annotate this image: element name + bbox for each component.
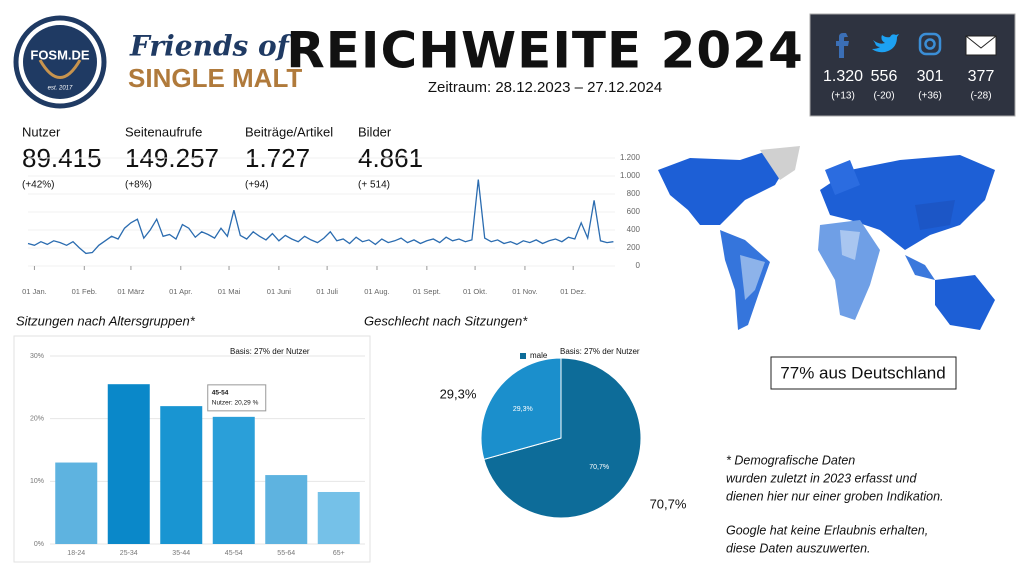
x-tick-label: 65+ — [333, 550, 345, 557]
legend-label: male — [530, 351, 548, 360]
social-change: (+36) — [918, 91, 942, 102]
map-label-box — [770, 356, 957, 390]
logo-badge: FOSM.DE — [30, 47, 90, 62]
x-tick-label: 01 Nov. — [512, 287, 537, 296]
social-change: (+13) — [831, 91, 855, 102]
instagram-icon — [918, 32, 942, 56]
pie-subtitle: Basis: 27% der Nutzer — [560, 347, 640, 356]
kpi-change: (+ 514) — [358, 180, 390, 191]
note-line: diese Daten auszuwerten. — [726, 541, 871, 555]
twitter-icon — [872, 34, 899, 53]
slice-label: 29,3% — [440, 386, 477, 401]
pie-title: Geschlecht nach Sitzungen* — [364, 313, 528, 328]
note-line: dienen hier nur einer groben Indikation. — [726, 489, 944, 503]
y-tick-label: 30% — [30, 353, 44, 360]
kpi-label: Seitenaufrufe — [125, 124, 202, 139]
x-tick-label: 01 Feb. — [72, 287, 97, 296]
note-line: wurden zuletzt in 2023 erfasst und — [726, 471, 917, 485]
x-tick-label: 01 Juli — [316, 287, 338, 296]
tooltip-title: 45-54 — [212, 390, 229, 397]
x-tick-label: 45-54 — [225, 550, 243, 557]
facebook-icon — [836, 33, 849, 58]
slice-label: 70,7% — [650, 496, 687, 511]
kpi-change: (+8%) — [125, 180, 152, 191]
instagram-lens — [924, 38, 936, 50]
tooltip-text: Nutzer: 20,29 % — [212, 400, 259, 407]
social-change: (-20) — [873, 91, 894, 102]
x-tick-label: 01 Aug. — [364, 287, 389, 296]
social-value: 556 — [871, 68, 898, 85]
pie-slice — [483, 357, 642, 519]
y-tick-label: 1.000 — [620, 171, 641, 180]
map-label: 77% aus Deutschland — [780, 363, 945, 382]
social-box — [809, 13, 1016, 117]
tooltip — [207, 384, 267, 412]
note-line: Google hat keine Erlaubnis erhalten, — [726, 523, 928, 537]
social-value: 377 — [968, 68, 995, 85]
kpi-label: Beiträge/Artikel — [245, 124, 333, 139]
y-tick-label: 0% — [34, 541, 44, 548]
x-tick-label: 35-44 — [172, 550, 190, 557]
social-value: 1.320 — [823, 68, 863, 85]
social-change: (-28) — [970, 91, 991, 102]
note-line: * Demografische Daten — [726, 453, 855, 467]
logo-disc — [23, 25, 97, 99]
kpi-change: (+42%) — [22, 180, 55, 191]
x-tick-label: 01 Okt. — [463, 287, 487, 296]
y-tick-label: 600 — [627, 207, 641, 216]
line-series — [27, 179, 614, 255]
bar — [212, 416, 255, 544]
y-tick-label: 200 — [627, 243, 641, 252]
bar — [55, 462, 98, 544]
slice-inner-label: 70,7% — [589, 464, 609, 471]
mail-icon — [965, 35, 997, 56]
brand-top: Friends of — [129, 30, 294, 63]
bar-title: Sitzungen nach Altersgruppen* — [16, 313, 196, 328]
y-tick-label: 20% — [30, 416, 44, 423]
slice-inner-label: 29,3% — [513, 406, 533, 413]
mail-flap — [965, 35, 997, 49]
y-tick-label: 0 — [636, 261, 641, 270]
legend-swatch — [520, 353, 526, 359]
x-tick-label: 25-34 — [120, 550, 138, 557]
y-tick-label: 800 — [627, 189, 641, 198]
pie-slice — [480, 357, 562, 460]
social-value: 301 — [917, 68, 944, 85]
x-tick-label: 55-64 — [277, 550, 295, 557]
x-tick-label: 01 Mai — [218, 287, 241, 296]
x-tick-label: 18-24 — [67, 550, 85, 557]
bar — [265, 475, 308, 544]
logo-sub: est. 2017 — [48, 86, 73, 92]
kpi-change: (+94) — [245, 180, 269, 191]
page-subtitle: Zeitraum: 28.12.2023 – 27.12.2024 — [428, 79, 662, 96]
kpi-label: Bilder — [358, 124, 392, 139]
x-tick-label: 01 Dez. — [560, 287, 586, 296]
y-tick-label: 1.200 — [620, 153, 641, 162]
y-tick-label: 400 — [627, 225, 641, 234]
page-title: REICHWEITE 2024 — [286, 22, 804, 80]
bar — [107, 384, 150, 544]
logo-wheat — [38, 59, 82, 79]
x-tick-label: 01 Jan. — [22, 287, 47, 296]
world-map — [658, 146, 995, 330]
x-tick-label: 01 Juni — [267, 287, 292, 296]
y-tick-label: 10% — [30, 478, 44, 485]
bar-subtitle: Basis: 27% der Nutzer — [230, 347, 310, 356]
brand-bottom: SINGLE MALT — [128, 63, 302, 93]
x-tick-label: 01 März — [117, 287, 144, 296]
x-tick-label: 01 Sept. — [413, 287, 441, 296]
bar — [317, 491, 360, 544]
x-tick-label: 01 Apr. — [169, 287, 192, 296]
kpi-label: Nutzer — [22, 124, 61, 139]
bar — [160, 406, 203, 544]
